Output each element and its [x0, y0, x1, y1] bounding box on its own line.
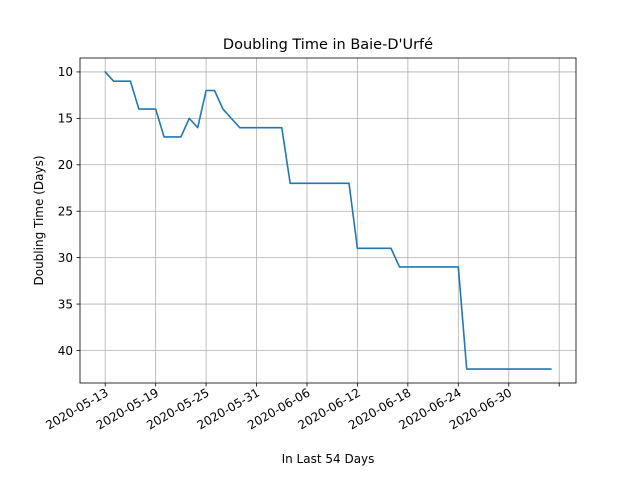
y-axis-label: Doubling Time (Days) [32, 155, 46, 285]
chart-title: Doubling Time in Baie-D'Urfé [223, 37, 433, 53]
y-tick-label: 25 [58, 205, 73, 219]
plot-frame [79, 57, 577, 384]
y-tick-label: 35 [58, 297, 73, 311]
y-axis-ticks: 10 15 20 25 30 35 40 [58, 65, 80, 358]
x-axis-label: In Last 54 Days [282, 452, 375, 466]
y-tick-label: 30 [58, 251, 73, 265]
series-layer [104, 70, 552, 370]
y-tick-label: 20 [58, 158, 73, 172]
y-tick-label: 15 [58, 112, 73, 126]
series-line [104, 70, 552, 370]
y-tick-label: 10 [58, 65, 73, 79]
grid [80, 58, 576, 383]
y-tick-label: 40 [58, 344, 73, 358]
